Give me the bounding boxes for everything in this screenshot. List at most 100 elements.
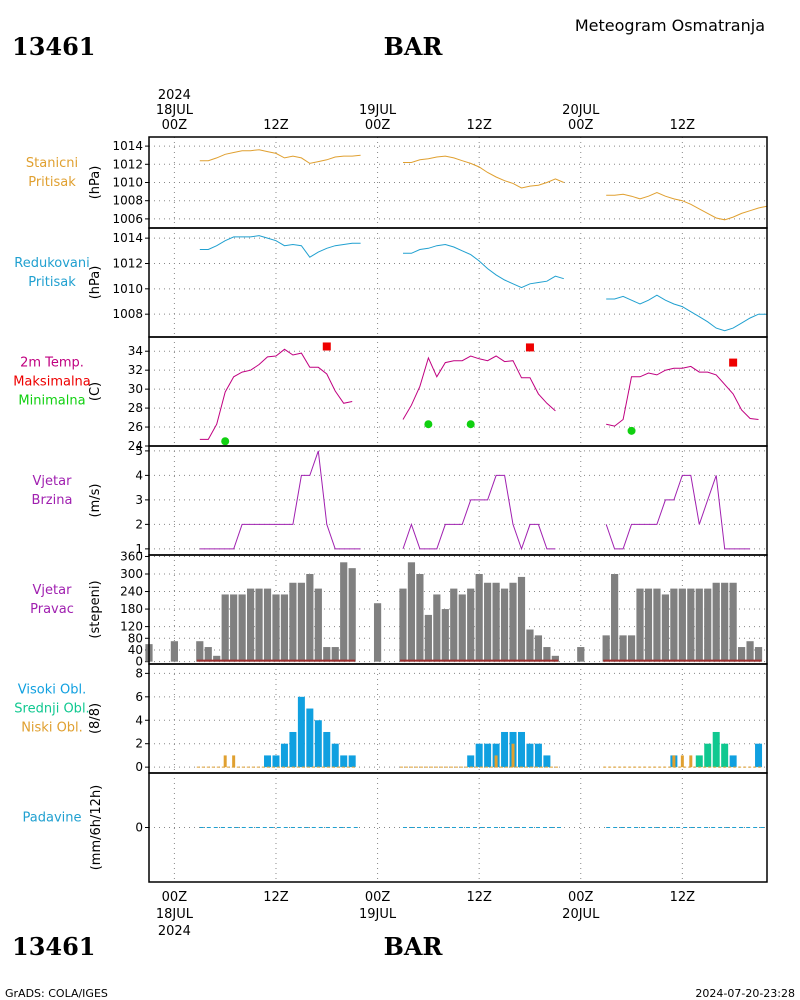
- wind-direction-bar: [577, 647, 585, 662]
- wind-direction-bar: [230, 594, 238, 662]
- y-tick-label: 1008: [112, 194, 143, 208]
- time-tick-bottom: 00Z: [568, 890, 594, 905]
- cloud-bar: [526, 743, 534, 768]
- time-tick-top: 00Z: [162, 118, 188, 133]
- cloud-bar: [331, 743, 339, 768]
- time-tick-top: 2024: [158, 88, 191, 103]
- y-axis-label: (hPa): [88, 266, 103, 300]
- wind-direction-bar: [450, 588, 458, 662]
- y-tick-label: 1014: [112, 231, 143, 245]
- time-tick-bottom: 19JUL: [359, 907, 397, 922]
- time-tick-bottom: 20JUL: [562, 907, 600, 922]
- cloud-bar: [729, 755, 737, 768]
- cloud-bar: [511, 743, 515, 768]
- wind-direction-bar: [611, 573, 619, 662]
- wind-direction-bar: [644, 588, 653, 662]
- cloud-bar: [314, 720, 322, 768]
- y-axis-label: (hPa): [88, 166, 103, 200]
- y-tick-label: 80: [128, 631, 143, 645]
- cloud-bar: [340, 755, 348, 768]
- temperature-panel: 2m Temp. Maksimalna Minimalna (C) 24 26 28 30 32…: [13, 336, 768, 453]
- wind-direction-bar: [170, 641, 178, 662]
- y-tick-label: 32: [128, 363, 143, 377]
- time-tick-bottom: 18JUL: [156, 907, 194, 922]
- wind-direction-bar: [196, 641, 204, 662]
- station-id-bottom: 13461: [12, 932, 96, 961]
- cloud-bar: [280, 743, 288, 768]
- wind-direction-bar: [636, 588, 644, 662]
- y-tick-label: 0: [135, 821, 143, 835]
- series-line: [403, 155, 564, 189]
- tmin-marker: [466, 420, 475, 429]
- cloud-bar: [689, 755, 693, 768]
- panel-label: Stanicni: [26, 156, 78, 171]
- y-tick-label: 1014: [112, 139, 143, 153]
- wind-direction-bar: [653, 588, 661, 662]
- cloud-bar: [467, 755, 475, 768]
- time-axis-bottom: 00Z 18JUL 2024 12Z 00Z 19JUL 12Z 00Z 20JUL 12Z: [156, 890, 695, 939]
- series-line: [606, 294, 767, 332]
- y-tick-label: 2: [135, 737, 143, 751]
- panel-label: Vjetar: [33, 474, 73, 489]
- wind-direction-bar: [297, 582, 305, 662]
- y-tick-label: 1010: [112, 176, 143, 190]
- panel-label: Redukovani: [14, 256, 89, 271]
- wind-direction-bar: [272, 594, 280, 662]
- time-tick-top: 19JUL: [359, 103, 397, 118]
- panel-frame: [148, 445, 768, 556]
- wind-direction-bar: [246, 588, 255, 662]
- wind-direction-bar: [458, 594, 466, 662]
- panel-label: Niski Obl.: [21, 721, 83, 736]
- panel-label: Padavine: [23, 811, 82, 826]
- y-tick-label: 1006: [112, 212, 143, 226]
- series-line: [199, 348, 353, 440]
- wind-direction-bar: [323, 647, 331, 662]
- wind-direction-bar: [687, 588, 695, 662]
- panel-label: Srednji Obl.: [14, 702, 89, 717]
- wind-direction-bar: [526, 629, 534, 662]
- panel-label: Visoki Obl.: [18, 683, 86, 698]
- wind-direction-bar: [424, 614, 432, 662]
- y-tick-label: 3: [135, 493, 143, 507]
- wind-direction-bar: [289, 582, 297, 662]
- time-tick-bottom: 12Z: [263, 890, 289, 905]
- wind-direction-bar: [627, 635, 636, 662]
- wind-direction-bar: [678, 588, 686, 662]
- wind-direction-bar: [729, 582, 737, 662]
- y-tick-label: 4: [135, 713, 143, 727]
- y-tick-label: 34: [128, 344, 143, 358]
- series-line: [199, 450, 361, 550]
- panel-frame: [148, 772, 768, 883]
- wind-direction-bar: [475, 573, 483, 662]
- station-id-top: 13461: [12, 32, 96, 61]
- y-tick-label: 180: [120, 602, 143, 616]
- wind-direction-bar: [263, 588, 272, 662]
- wind-direction-bar: [670, 588, 678, 662]
- y-tick-label: 24: [128, 439, 143, 453]
- y-tick-label: 1012: [112, 256, 143, 270]
- wind-direction-bar: [221, 594, 229, 662]
- time-tick-top: 20JUL: [562, 103, 600, 118]
- chart-title: Meteogram Osmatranja: [575, 16, 765, 35]
- time-tick-top: 00Z: [568, 118, 594, 133]
- wind-direction-bar: [340, 562, 348, 662]
- station-name-bottom: BAR: [384, 932, 444, 961]
- wind-direction-bar: [619, 635, 627, 662]
- y-axis-label: (8/8): [88, 703, 103, 734]
- time-tick-bottom: 12Z: [466, 890, 492, 905]
- panel-label: Brzina: [32, 493, 73, 508]
- y-tick-label: 300: [120, 567, 143, 581]
- cloud-bar: [223, 755, 227, 768]
- wind-direction-bar: [331, 647, 339, 662]
- wind-direction-bar: [306, 573, 314, 662]
- wind-direction-bar: [746, 641, 754, 662]
- panel-frame: [148, 336, 768, 447]
- station-name-top: BAR: [384, 32, 444, 61]
- panel-label: Minimalna: [18, 394, 85, 409]
- wind-direction-bar: [204, 647, 212, 662]
- tmax-marker: [729, 358, 738, 367]
- series-line: [606, 191, 768, 221]
- y-tick-label: 5: [135, 444, 143, 458]
